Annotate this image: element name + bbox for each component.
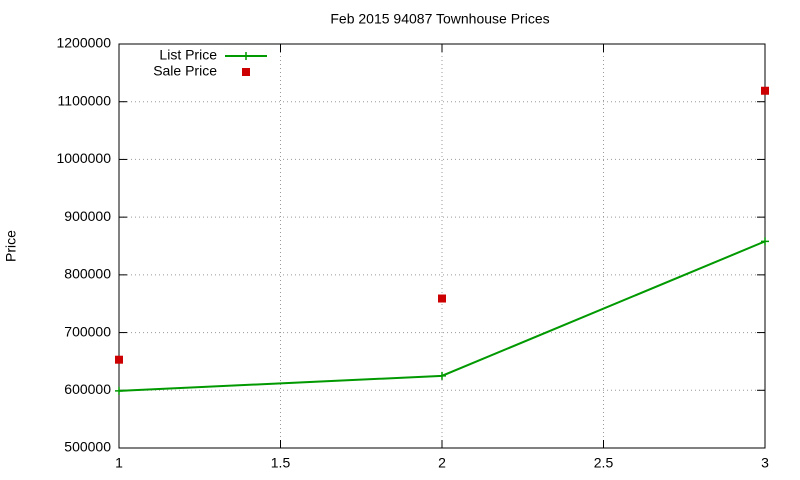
y-tick-label: 700000	[64, 323, 111, 339]
x-tick-label: 2	[438, 455, 446, 471]
y-tick-label: 800000	[64, 266, 111, 282]
point	[115, 386, 123, 395]
x-tick-label: 2.5	[594, 455, 614, 471]
point	[438, 371, 446, 380]
plot-border	[118, 43, 766, 449]
point	[761, 86, 769, 95]
y-tick-label: 1000000	[56, 150, 111, 166]
legend-label: List Price	[159, 47, 217, 63]
legend-swatch	[242, 68, 250, 76]
y-tick-label: 900000	[64, 208, 111, 224]
legend-label: Sale Price	[153, 63, 217, 79]
chart-title: Feb 2015 94087 Townhouse Prices	[330, 11, 549, 27]
x-tick-label: 3	[761, 455, 769, 471]
x-tick-label: 1.5	[271, 455, 291, 471]
legend-swatch	[242, 52, 250, 60]
y-tick-label: 500000	[64, 439, 111, 455]
x-tick-label: 1	[115, 455, 123, 471]
y-tick-label: 1200000	[56, 35, 111, 51]
y-tick-label: 1100000	[58, 92, 112, 108]
point	[438, 294, 446, 303]
y-axis-label: Price	[3, 230, 19, 262]
point	[761, 237, 769, 246]
point	[115, 355, 123, 364]
y-tick-label: 600000	[64, 381, 111, 397]
